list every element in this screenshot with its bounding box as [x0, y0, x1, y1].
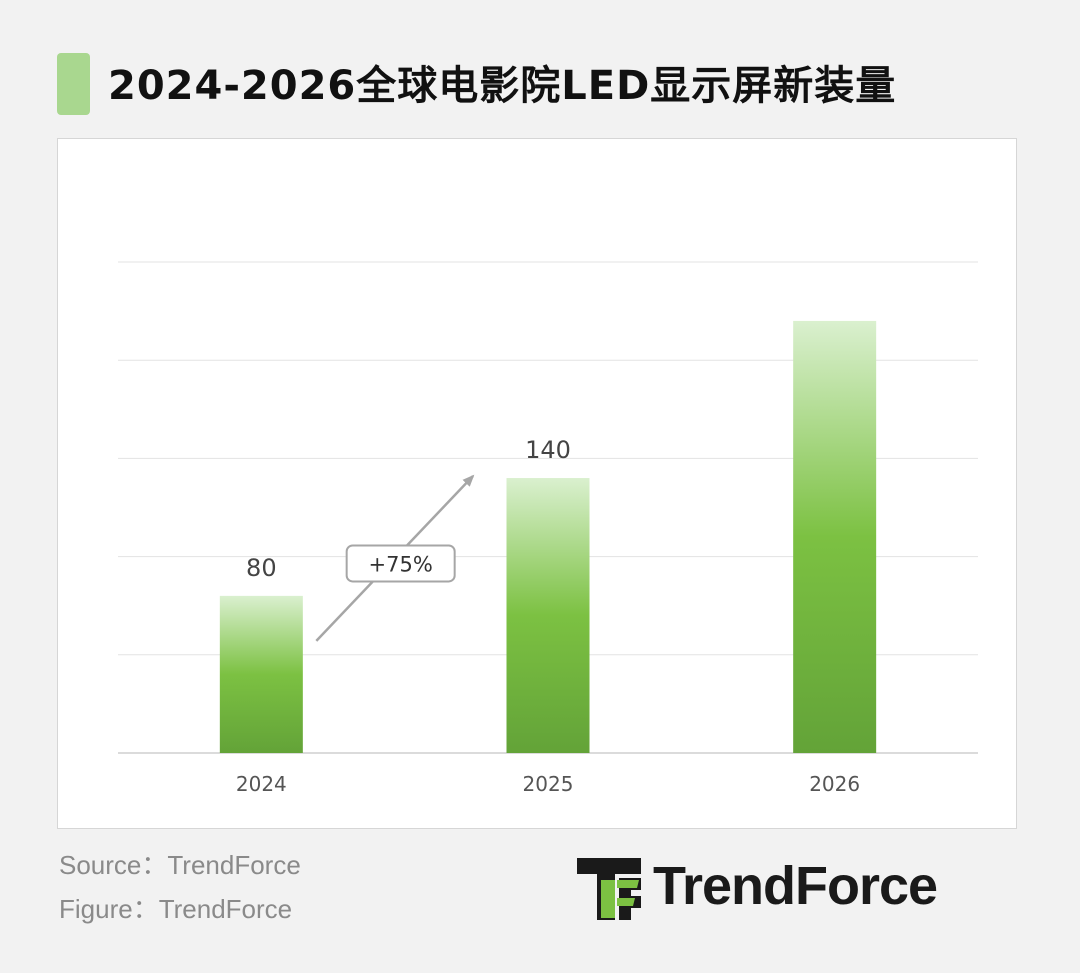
bar-2025 — [506, 478, 590, 753]
page-title: 2024-2026全球电影院LED显示屏新装量 — [108, 63, 897, 109]
chart-panel: 80 140 2024 2025 2026 +75% — [57, 138, 1017, 829]
source-text: Source：TrendForce — [59, 850, 301, 880]
title-accent-bar — [57, 53, 90, 115]
x-tick-2025: 2025 — [523, 772, 574, 796]
logo-wordmark: TrendForce — [653, 856, 938, 916]
x-tick-2026: 2026 — [809, 772, 860, 796]
x-tick-labels: 2024 2025 2026 — [236, 772, 860, 796]
data-labels: 80 140 — [246, 436, 571, 582]
trendforce-logo: TrendForce — [575, 852, 1020, 922]
growth-badge — [345, 544, 456, 583]
figure-text: Figure：TrendForce — [59, 894, 293, 924]
bar-chart: 80 140 2024 2025 2026 +75% — [118, 261, 978, 796]
bar-2026 — [793, 320, 877, 753]
data-label-2025: 140 — [525, 436, 571, 464]
growth-badge-label: +75% — [369, 552, 433, 576]
bars — [219, 320, 877, 753]
bar-2024 — [219, 595, 303, 753]
trendforce-logo-icon — [577, 858, 641, 920]
data-label-2024: 80 — [246, 554, 277, 582]
x-tick-2024: 2024 — [236, 772, 287, 796]
growth-annotation: +75% — [315, 474, 475, 642]
